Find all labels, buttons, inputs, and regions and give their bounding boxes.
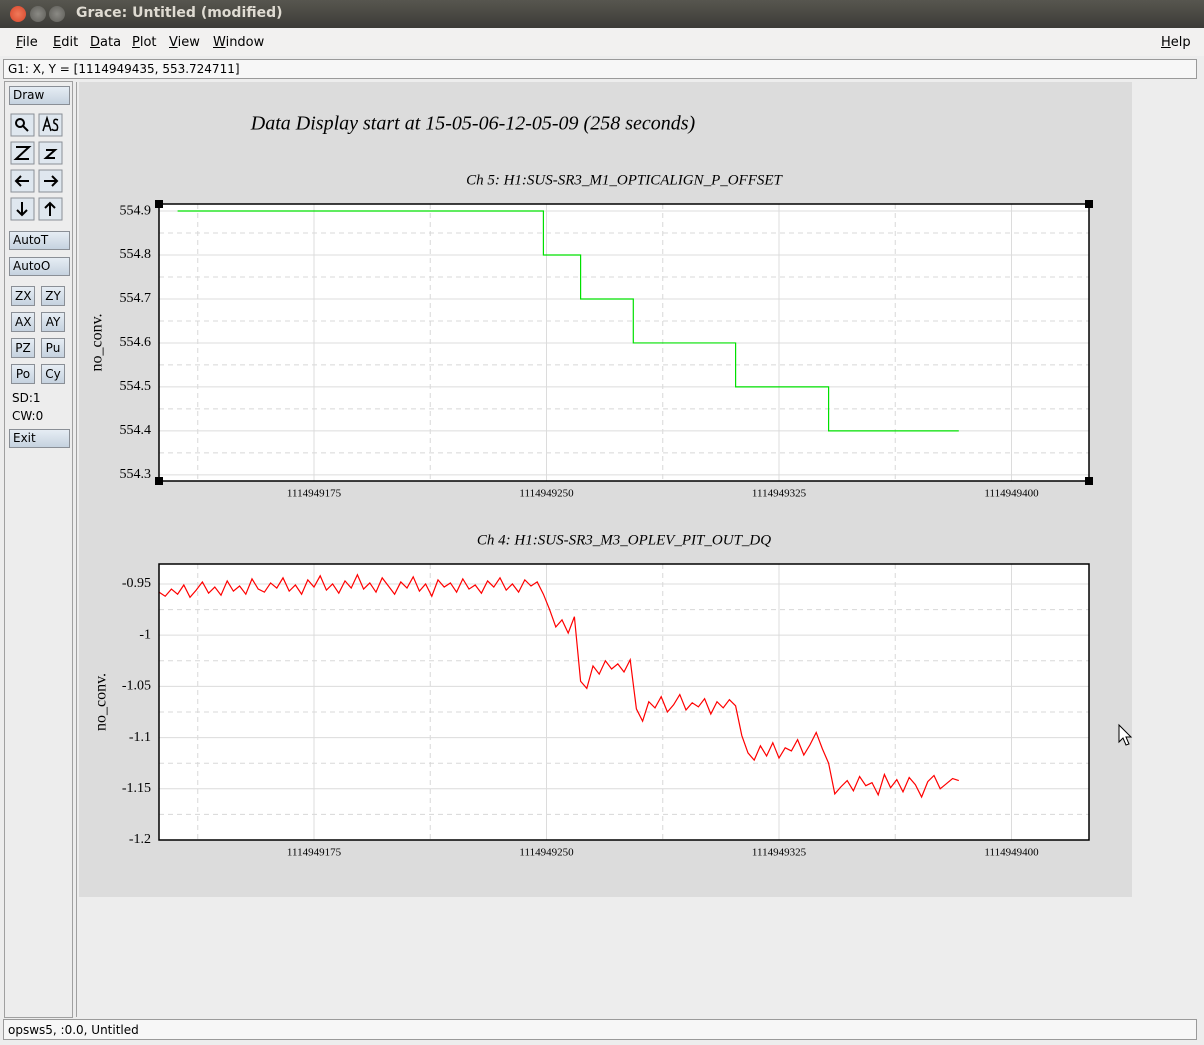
y-tick-label: 554.3 xyxy=(120,467,152,482)
y-tick-label: 554.4 xyxy=(120,423,152,438)
icon-buttons xyxy=(10,113,63,221)
window-title: Grace: Untitled (modified) xyxy=(76,5,283,21)
selection-handle xyxy=(155,477,163,485)
down-arrow-icon xyxy=(16,202,28,217)
tool-button[interactable]: AX xyxy=(11,312,35,332)
menu-item[interactable]: Edit xyxy=(53,35,79,50)
y-tick-label: -0.95 xyxy=(122,576,151,591)
plot-frame xyxy=(158,563,1090,841)
mouse-cursor xyxy=(1118,723,1133,746)
z-icon xyxy=(13,146,32,160)
magnifier-icon xyxy=(22,125,29,132)
x-tick-label: 1114949325 xyxy=(752,847,807,859)
status-label: SD:1 xyxy=(12,391,41,405)
y-tick-label: 554.9 xyxy=(120,203,152,218)
autoscale-button[interactable]: AutoT xyxy=(9,231,70,250)
x-tick-label: 1114949175 xyxy=(287,847,342,859)
selection-handle xyxy=(155,200,163,208)
text-icon xyxy=(42,115,59,132)
tool-button[interactable]: Pu xyxy=(41,338,65,358)
y-axis-label: no_conv. xyxy=(89,313,106,371)
menu-bar xyxy=(0,28,1204,56)
status-bar: opsws5, :0.0, Untitled xyxy=(3,1019,1197,1040)
close-button[interactable] xyxy=(10,6,26,22)
menu-item[interactable]: Data xyxy=(90,35,122,50)
x-tick-label: 1114949250 xyxy=(519,847,574,859)
y-tick-label: -1.05 xyxy=(122,679,151,694)
x-tick-label: 1114949250 xyxy=(519,488,574,500)
menu-item[interactable]: View xyxy=(169,35,200,50)
menu-item[interactable]: Window xyxy=(213,35,265,50)
z-icon xyxy=(43,149,58,159)
y-tick-label: -1.15 xyxy=(122,781,151,796)
text-button[interactable] xyxy=(38,113,63,137)
y-tick-label: -1 xyxy=(139,627,151,642)
tool-button[interactable]: AY xyxy=(41,312,65,332)
y-tick-label: 554.7 xyxy=(120,291,152,306)
chart-title: Ch 5: H1:SUS-SR3_M1_OPTICALIGN_P_OFFSET xyxy=(466,172,783,188)
y-tick-label: 554.5 xyxy=(120,379,152,394)
selection-handle xyxy=(1085,477,1093,485)
y-tick-label: -1.2 xyxy=(129,832,151,847)
y-tick-label: 554.6 xyxy=(120,335,152,350)
minimize-button[interactable] xyxy=(30,6,46,22)
tool-button[interactable]: Po xyxy=(11,364,35,384)
draw-button[interactable]: Draw xyxy=(9,86,70,105)
y-tick-label: 554.8 xyxy=(120,247,152,262)
locator-bar: G1: X, Y = [1114949435, 553.724711] xyxy=(3,59,1197,79)
title-bar: Grace: Untitled (modified) xyxy=(0,0,1204,28)
tool-button[interactable]: ZX xyxy=(11,286,35,306)
x-tick-label: 1114949400 xyxy=(984,847,1039,859)
x-tick-label: 1114949325 xyxy=(752,488,807,500)
menu-item[interactable]: Plot xyxy=(132,35,157,50)
page-title: Data Display start at 15-05-06-12-05-09 … xyxy=(250,113,696,135)
status-label: CW:0 xyxy=(12,409,44,423)
menu-item[interactable]: File xyxy=(16,35,38,50)
plot-area xyxy=(159,564,1089,840)
plot-frame xyxy=(158,203,1090,482)
data-line xyxy=(158,573,959,799)
chart-title: Ch 4: H1:SUS-SR3_M3_OPLEV_PIT_OUT_DQ xyxy=(477,532,771,548)
data-line xyxy=(177,210,959,432)
y-tick-label: -1.1 xyxy=(129,730,151,745)
canvas: Data Display start at 15-05-06-12-05-09 … xyxy=(76,82,1199,1017)
x-tick-label: 1114949175 xyxy=(287,488,342,500)
menu-item[interactable]: Help xyxy=(1161,35,1191,50)
x-tick-label: 1114949400 xyxy=(984,488,1039,500)
overlay xyxy=(155,200,1133,746)
autoscale-button[interactable]: AutoO xyxy=(9,257,70,276)
right-arrow-icon xyxy=(44,175,59,187)
exit-button[interactable]: Exit xyxy=(9,429,70,448)
tool-button[interactable]: PZ xyxy=(11,338,35,358)
y-axis-label: no_conv. xyxy=(93,673,110,731)
magnifier-icon xyxy=(15,118,25,128)
tool-button[interactable]: Cy xyxy=(41,364,65,384)
selection-handle xyxy=(1085,200,1093,208)
tool-button[interactable]: ZY xyxy=(41,286,65,306)
up-arrow-icon xyxy=(44,201,56,216)
left-arrow-icon xyxy=(14,175,29,187)
maximize-button[interactable] xyxy=(49,6,65,22)
